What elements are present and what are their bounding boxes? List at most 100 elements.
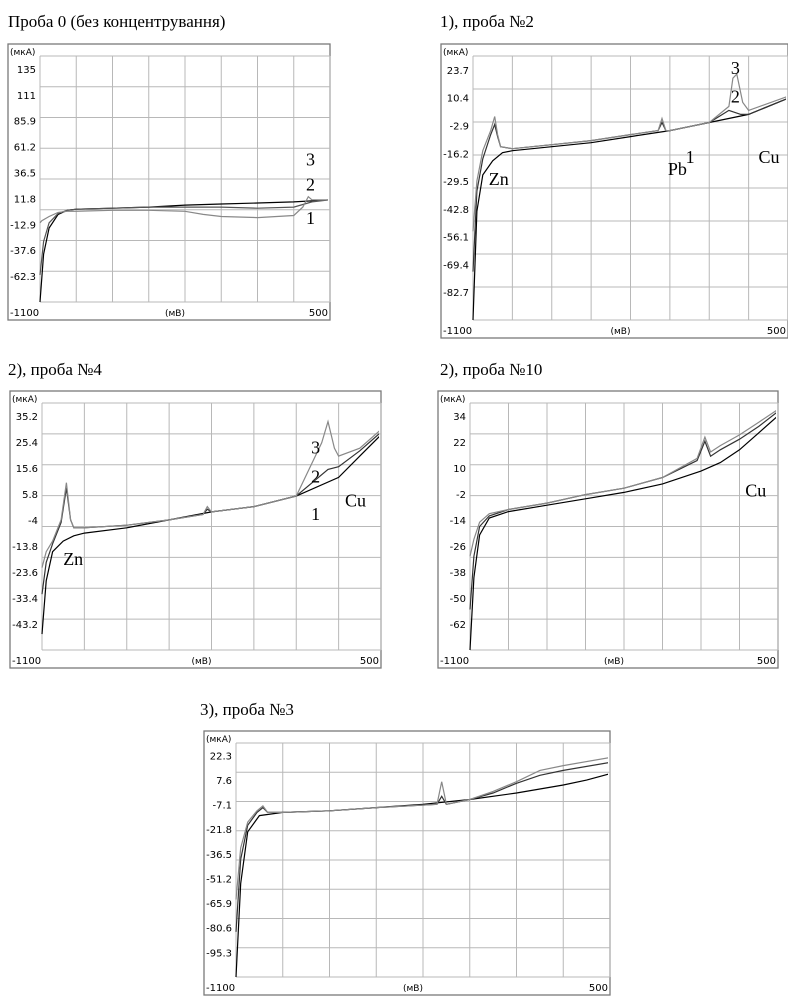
y-tick-label: -56.1 [443,233,469,244]
chart-title-probe-10: 2), проба №10 [440,360,543,379]
y-tick-label: 135 [17,65,36,76]
x-tick-label: 500 [589,983,608,994]
y-tick-label: -62 [450,620,466,631]
y-axis-unit: (мкА) [440,395,465,405]
y-tick-label: -38 [450,568,466,579]
series-line-3 [472,72,786,232]
x-tick-label: 500 [757,656,776,667]
y-tick-label: -80.6 [206,924,232,935]
series-line-1 [469,416,776,650]
series-line-3 [39,195,328,224]
x-tick-label: 500 [309,308,328,319]
series-line-3 [469,410,776,557]
y-tick-label: 111 [17,91,36,102]
curve-annotation: 3 [311,437,320,457]
y-tick-label: 11.8 [14,194,36,205]
x-axis-unit: (мВ) [403,984,423,994]
plot-frame [203,730,611,996]
y-tick-label: 10.4 [447,94,469,105]
x-tick-label: 500 [360,656,379,667]
chart-title-probe-3: 3), проба №3 [200,700,294,719]
chart-title-probe-0: Проба 0 (без концентрування) [8,12,226,31]
y-tick-label: -37.6 [10,246,36,257]
curve-annotation: 1 [686,147,695,167]
chart-title-probe-2: 1), проба №2 [440,12,534,31]
x-tick-label: -1100 [440,656,469,667]
y-tick-label: 15.6 [16,464,38,475]
curve-annotation: Cu [758,147,779,167]
x-axis-unit: (мВ) [604,657,624,667]
x-axis-unit: (мВ) [165,309,185,319]
y-tick-label: -69.4 [443,260,469,271]
y-tick-label: -51.2 [206,874,232,885]
curve-annotation: 3 [731,58,740,78]
y-tick-label: -36.5 [206,850,232,861]
plot-frame [7,43,331,321]
y-tick-label: -29.5 [443,177,469,188]
y-tick-label: -13.8 [12,542,38,553]
series-line-2 [39,199,328,275]
y-tick-label: -42.8 [443,205,469,216]
y-tick-label: -2 [456,490,466,501]
curve-annotation: Cu [345,491,366,511]
y-tick-label: 10 [453,464,466,475]
y-tick-label: -95.3 [206,948,232,959]
y-tick-label: 34 [453,412,466,423]
x-tick-label: -1100 [12,656,41,667]
x-tick-label: -1100 [443,326,472,337]
x-axis-unit: (мВ) [192,657,212,667]
y-tick-label: 22.3 [210,751,232,762]
y-tick-label: -2.9 [449,121,469,132]
y-tick-label: -16.2 [443,149,469,160]
y-tick-label: 35.2 [16,412,38,423]
curve-annotation: 2 [311,467,320,487]
plot-frame [440,43,788,339]
curve-annotation: 2 [306,174,315,194]
curve-annotation: 1 [311,504,320,524]
x-tick-label: -1100 [206,983,235,994]
y-tick-label: 36.5 [14,169,36,180]
y-axis-unit: (мкА) [206,735,231,745]
y-tick-label: -65.9 [206,899,232,910]
y-tick-label: -62.3 [10,272,36,283]
y-tick-label: -43.2 [12,620,38,631]
y-tick-label: 61.2 [14,143,36,154]
y-tick-label: -23.6 [12,568,38,579]
y-tick-label: -12.9 [10,220,36,231]
y-tick-label: -4 [28,516,38,527]
y-tick-label: 85.9 [14,117,36,128]
series-line-3 [41,419,379,568]
y-tick-label: 22 [453,438,466,449]
y-axis-unit: (мкА) [443,48,468,58]
curve-annotation: 2 [731,86,740,106]
plot-frame [9,390,382,669]
y-tick-label: 23.7 [447,66,469,77]
y-tick-label: -50 [450,594,466,605]
curve-annotation: 3 [306,149,315,169]
y-tick-label: 5.8 [22,490,38,501]
y-tick-label: -7.1 [212,801,232,812]
y-tick-label: 25.4 [16,438,38,449]
chart-title-probe-4: 2), проба №4 [8,360,102,379]
y-tick-label: -21.8 [206,825,232,836]
y-axis-unit: (мкА) [12,395,37,405]
y-tick-label: -26 [450,542,466,553]
y-tick-label: -33.4 [12,594,38,605]
curve-annotation: Zn [63,549,83,569]
x-axis-unit: (мВ) [611,327,631,337]
curve-annotation: 1 [306,208,315,228]
y-tick-label: -82.7 [443,288,469,299]
y-tick-label: 7.6 [216,776,232,787]
curve-annotation: Cu [745,481,766,501]
curve-annotation: Zn [489,169,509,189]
series-line-3 [235,757,608,900]
curve-annotation: Pb [668,159,687,179]
series-line-1 [41,436,379,635]
plot-frame [437,390,779,669]
x-tick-label: 500 [767,326,786,337]
